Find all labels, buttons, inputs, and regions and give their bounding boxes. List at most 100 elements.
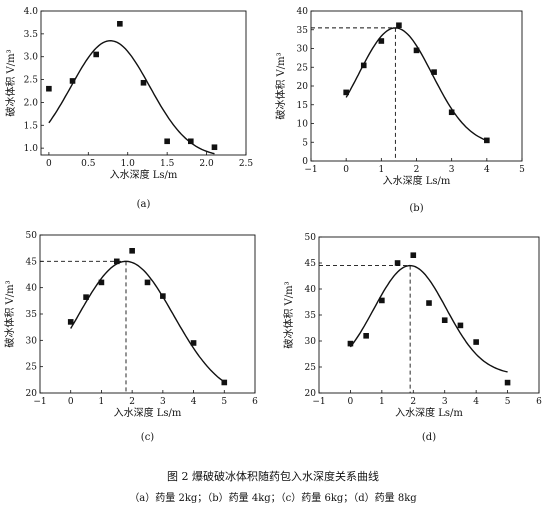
x-tick-label: −1 xyxy=(33,397,46,407)
y-tick-label: 35 xyxy=(305,311,317,321)
y-tick-label: 35 xyxy=(26,310,38,320)
x-tick-label: 5 xyxy=(519,165,525,175)
fit-curve xyxy=(345,27,488,142)
x-tick-label: 2.0 xyxy=(199,159,214,169)
x-tick-label: 0 xyxy=(46,159,52,169)
data-point xyxy=(98,279,105,286)
data-point xyxy=(473,339,479,345)
x-tick-label: 1.5 xyxy=(160,159,175,169)
x-tick-label: 0.5 xyxy=(81,159,96,169)
y-axis-title: 破冰体积 V/m³ xyxy=(274,52,287,119)
data-point xyxy=(448,109,455,116)
x-tick-label: 5 xyxy=(505,397,511,407)
y-tick-label: 25 xyxy=(297,63,309,73)
chart-panel-1: 0 0.5 1.0 1.5 2.0 2.5 1.0 1.5 2.0 2.5 3.0 3.5 4.0 入水深… xyxy=(4,7,253,210)
y-tick-label: 2.0 xyxy=(24,98,39,108)
panel-label: (d) xyxy=(422,432,436,443)
data-point xyxy=(69,78,76,84)
plot-frame xyxy=(39,234,256,394)
y-tick-label: 45 xyxy=(305,259,317,269)
data-point xyxy=(431,69,437,75)
y-axis-title: 破冰体积 V/m³ xyxy=(3,280,16,347)
data-point xyxy=(379,297,385,304)
x-axis-title: 入水深度 Ls/m xyxy=(383,174,451,187)
y-tick-label: 10 xyxy=(297,120,309,130)
y-axis-title: 破冰体积 V/m³ xyxy=(282,281,295,348)
x-tick-label: 3 xyxy=(442,397,448,407)
data-point xyxy=(484,137,490,144)
x-tick-label: 1 xyxy=(378,165,384,175)
data-point xyxy=(441,317,448,323)
x-axis-title: 入水深度 Ls/m xyxy=(114,406,182,419)
y-tick-label: 20 xyxy=(305,389,317,399)
data-point xyxy=(190,340,197,346)
data-point xyxy=(117,21,123,27)
fit-curve xyxy=(48,39,215,155)
x-tick-label: 6 xyxy=(536,397,542,407)
fit-curve xyxy=(349,264,508,373)
data-point xyxy=(140,79,147,86)
y-tick-label: 20 xyxy=(26,389,38,399)
y-tick-label: 45 xyxy=(26,257,38,267)
data-point xyxy=(129,248,135,254)
x-tick-label: 0 xyxy=(343,165,349,175)
figure-caption-title: 图 2 爆破破冰体积随药包入水深度关系曲线 xyxy=(167,470,379,483)
x-axis-title: 入水深度 Ls/m xyxy=(110,168,178,181)
y-tick-label: 1.0 xyxy=(24,144,39,154)
data-point xyxy=(457,322,464,329)
data-point xyxy=(211,144,218,151)
data-point xyxy=(378,38,385,44)
plot-frame xyxy=(310,10,523,162)
x-tick-label: 2 xyxy=(410,397,416,407)
data-point xyxy=(343,89,349,96)
panel-label: (a) xyxy=(137,199,151,210)
x-tick-label: 2.5 xyxy=(239,159,254,169)
y-tick-label: 40 xyxy=(26,284,38,294)
plot-frame xyxy=(318,236,540,394)
data-point xyxy=(363,333,369,339)
x-axis-title: 入水深度 Ls/m xyxy=(395,406,463,419)
data-point xyxy=(188,138,194,145)
figure-caption-subtitle: （a）药量 2kg；（b）药量 4kg；（c）药量 6kg；（d）药量 8kg xyxy=(129,493,417,504)
data-point xyxy=(164,138,170,145)
y-tick-label: 4.0 xyxy=(24,7,39,17)
data-point xyxy=(396,22,402,29)
data-point xyxy=(360,62,367,69)
data-point xyxy=(394,260,401,266)
fit-curve xyxy=(70,260,225,383)
panel-label: (c) xyxy=(141,432,155,443)
data-point xyxy=(413,47,420,54)
x-tick-label: −1 xyxy=(312,397,325,407)
data-point xyxy=(426,300,432,306)
data-point xyxy=(46,85,52,92)
y-axis-title: 破冰体积 V/m³ xyxy=(4,49,17,116)
x-tick-label: 4 xyxy=(473,397,479,407)
y-tick-label: 0 xyxy=(302,157,308,167)
x-tick-label: 4 xyxy=(484,165,490,175)
plot-frame xyxy=(40,10,247,156)
x-tick-label: −1 xyxy=(304,165,317,175)
y-tick-label: 2.5 xyxy=(24,76,39,86)
y-tick-label: 15 xyxy=(297,101,309,111)
data-point xyxy=(93,51,99,58)
y-tick-label: 3.5 xyxy=(24,30,39,40)
x-tick-label: 1 xyxy=(379,397,385,407)
y-tick-label: 20 xyxy=(297,82,309,92)
x-tick-label: 0 xyxy=(348,397,354,407)
data-point xyxy=(221,379,228,386)
x-tick-label: 1 xyxy=(99,397,105,407)
x-tick-label: 5 xyxy=(221,397,227,407)
y-tick-label: 1.5 xyxy=(24,121,39,131)
data-point xyxy=(410,252,417,258)
y-tick-label: 30 xyxy=(305,337,317,347)
y-tick-label: 25 xyxy=(305,363,317,373)
x-tick-label: 2 xyxy=(414,165,420,175)
y-tick-label: 30 xyxy=(26,336,38,346)
data-point xyxy=(113,258,120,265)
panel-label: (b) xyxy=(409,203,423,214)
y-tick-label: 35 xyxy=(297,26,309,36)
data-point xyxy=(504,379,511,386)
